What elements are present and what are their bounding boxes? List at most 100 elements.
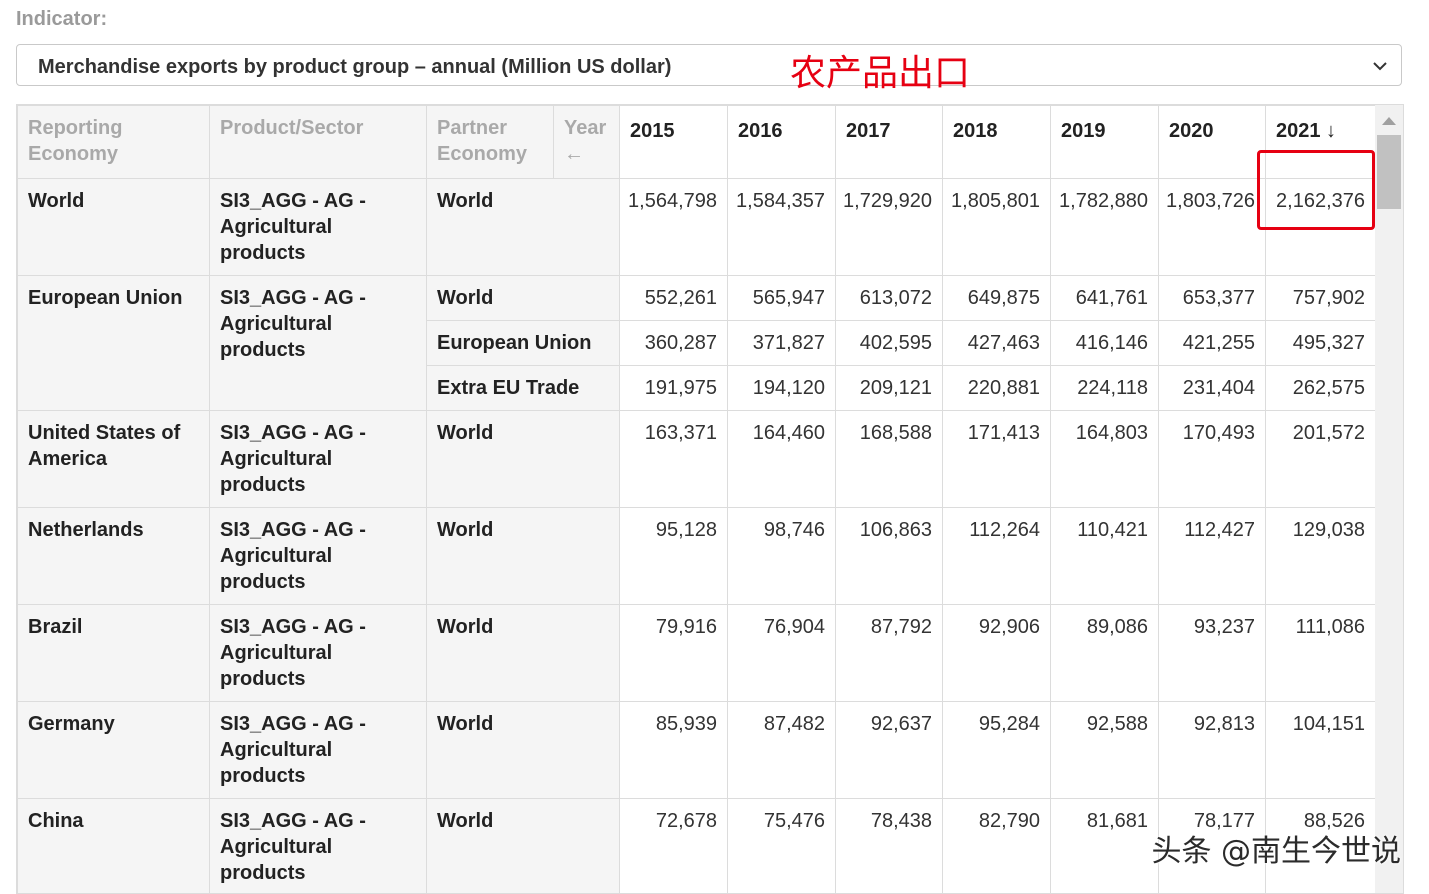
cell-value-2016: 164,460: [727, 410, 836, 508]
cell-partner-economy: World: [426, 701, 620, 799]
cell-reporting-economy: United States of America: [17, 410, 210, 508]
cell-value-2017: 168,588: [835, 410, 943, 508]
cell-partner-economy: World: [426, 275, 620, 321]
cell-value-2020: 78,177: [1158, 798, 1266, 893]
table-row: China SI3_AGG - AG - Agricultural product…: [17, 798, 1376, 893]
cell-product-sector: SI3_AGG - AG - Agricultural products: [209, 275, 427, 411]
cell-value-2021: 111,086: [1265, 604, 1376, 702]
cell-partner-economy: World: [426, 798, 620, 893]
cell-value-2015: 79,916: [619, 604, 728, 702]
table-row: Germany SI3_AGG - AG - Agricultural produ…: [17, 701, 1376, 799]
header-year-2017[interactable]: 2017: [835, 105, 943, 179]
cell-product-sector: SI3_AGG - AG - Agricultural products: [209, 507, 427, 605]
cell-product-sector: SI3_AGG - AG - Agricultural products: [209, 604, 427, 702]
cell-value-2015: 95,128: [619, 507, 728, 605]
cell-value-2016: 371,827: [727, 320, 836, 366]
cell-value-2015: 163,371: [619, 410, 728, 508]
cell-value-2015: 191,975: [619, 365, 728, 411]
cell-value-2015: 552,261: [619, 275, 728, 321]
cell-reporting-economy: World: [17, 178, 210, 276]
indicator-select[interactable]: Merchandise exports by product group – a…: [16, 44, 1402, 86]
cell-value-2015: 72,678: [619, 798, 728, 893]
cell-value-2020: 653,377: [1158, 275, 1266, 321]
cell-value-2019: 110,421: [1050, 507, 1159, 605]
cell-value-2019: 1,782,880: [1050, 178, 1159, 276]
cell-value-2017: 106,863: [835, 507, 943, 605]
cell-partner-economy: World: [426, 604, 620, 702]
header-year-2018[interactable]: 2018: [942, 105, 1051, 179]
header-product-sector[interactable]: Product/Sector: [209, 105, 427, 179]
cell-value-2021: 104,151: [1265, 701, 1376, 799]
data-table-container: Reporting Economy Product/Sector Partner…: [16, 104, 1404, 894]
cell-value-2018: 1,805,801: [942, 178, 1051, 276]
cell-partner-economy: Extra EU Trade: [426, 365, 620, 411]
cell-value-2021: 757,902: [1265, 275, 1376, 321]
cell-product-sector: SI3_AGG - AG - Agricultural products: [209, 178, 427, 276]
watermark: 头条 @南生今世说: [1151, 834, 1401, 869]
cell-value-2019: 224,118: [1050, 365, 1159, 411]
scroll-up-arrow-icon[interactable]: [1382, 117, 1396, 125]
cell-value-2017: 78,438: [835, 798, 943, 893]
cell-value-2017: 613,072: [835, 275, 943, 321]
table-row: Brazil SI3_AGG - AG - Agricultural produc…: [17, 604, 1376, 702]
cell-value-2016: 1,584,357: [727, 178, 836, 276]
header-year-2020[interactable]: 2020: [1158, 105, 1266, 179]
cell-value-2016: 87,482: [727, 701, 836, 799]
vertical-scrollbar[interactable]: [1375, 105, 1403, 893]
header-year-2016[interactable]: 2016: [727, 105, 836, 179]
cell-value-2019: 81,681: [1050, 798, 1159, 893]
cell-value-2016: 565,947: [727, 275, 836, 321]
annotation-agricultural-exports: 农产品出口: [790, 53, 971, 94]
cell-product-sector: SI3_AGG - AG - Agricultural products: [209, 410, 427, 508]
cell-value-2020: 170,493: [1158, 410, 1266, 508]
cell-value-2017: 209,121: [835, 365, 943, 411]
header-year-2021-sorted[interactable]: 2021 ↓: [1265, 105, 1376, 179]
chevron-down-icon: [1373, 62, 1387, 71]
cell-value-2018: 220,881: [942, 365, 1051, 411]
cell-value-2018: 112,264: [942, 507, 1051, 605]
cell-value-2020: 421,255: [1158, 320, 1266, 366]
table-header-row: Reporting Economy Product/Sector Partner…: [17, 105, 1376, 179]
indicator-select-value: Merchandise exports by product group – a…: [38, 56, 672, 78]
cell-value-2017: 87,792: [835, 604, 943, 702]
cell-value-2020: 1,803,726: [1158, 178, 1266, 276]
cell-value-2016: 194,120: [727, 365, 836, 411]
table-body: World SI3_AGG - AG - Agricultural product…: [17, 178, 1376, 893]
table-row: United States of America SI3_AGG - AG - A…: [17, 410, 1376, 508]
cell-product-sector: SI3_AGG - AG - Agricultural products: [209, 798, 427, 893]
cell-reporting-economy: Netherlands: [17, 507, 210, 605]
cell-value-2015: 360,287: [619, 320, 728, 366]
cell-value-2021: 129,038: [1265, 507, 1376, 605]
cell-partner-economy: World: [426, 507, 620, 605]
table-row: European Union SI3_AGG - AG - Agricultura…: [17, 275, 1376, 411]
cell-value-2021: 495,327: [1265, 320, 1376, 366]
header-year-2015[interactable]: 2015: [619, 105, 728, 179]
cell-value-2015: 85,939: [619, 701, 728, 799]
table-row: Netherlands SI3_AGG - AG - Agricultural p…: [17, 507, 1376, 605]
cell-value-2017: 402,595: [835, 320, 943, 366]
header-partner-economy[interactable]: Partner Economy: [426, 105, 554, 179]
table-row: Extra EU Trade 191,975 194,120 209,121 220,8…: [18, 365, 1376, 411]
cell-value-2019: 92,588: [1050, 701, 1159, 799]
header-reporting-economy[interactable]: Reporting Economy: [17, 105, 210, 179]
cell-value-2018: 92,906: [942, 604, 1051, 702]
table-row: World SI3_AGG - AG - Agricultural product…: [17, 178, 1376, 276]
cell-partner-economy: European Union: [426, 320, 620, 366]
cell-value-2020: 93,237: [1158, 604, 1266, 702]
cell-reporting-economy: Brazil: [17, 604, 210, 702]
table-row: European Union 360,287 371,827 402,595 427,4…: [18, 320, 1376, 366]
header-year[interactable]: Year ←: [553, 105, 620, 179]
cell-value-2017: 1,729,920: [835, 178, 943, 276]
cell-value-2018: 427,463: [942, 320, 1051, 366]
cell-value-2017: 92,637: [835, 701, 943, 799]
scrollbar-thumb[interactable]: [1377, 135, 1401, 209]
cell-value-2018: 95,284: [942, 701, 1051, 799]
cell-value-2019: 641,761: [1050, 275, 1159, 321]
cell-value-2018: 171,413: [942, 410, 1051, 508]
cell-value-2015: 1,564,798: [619, 178, 728, 276]
cell-value-2020: 92,813: [1158, 701, 1266, 799]
cell-product-sector: SI3_AGG - AG - Agricultural products: [209, 701, 427, 799]
cell-partner-economy: World: [426, 410, 620, 508]
cell-value-2016: 98,746: [727, 507, 836, 605]
header-year-2019[interactable]: 2019: [1050, 105, 1159, 179]
